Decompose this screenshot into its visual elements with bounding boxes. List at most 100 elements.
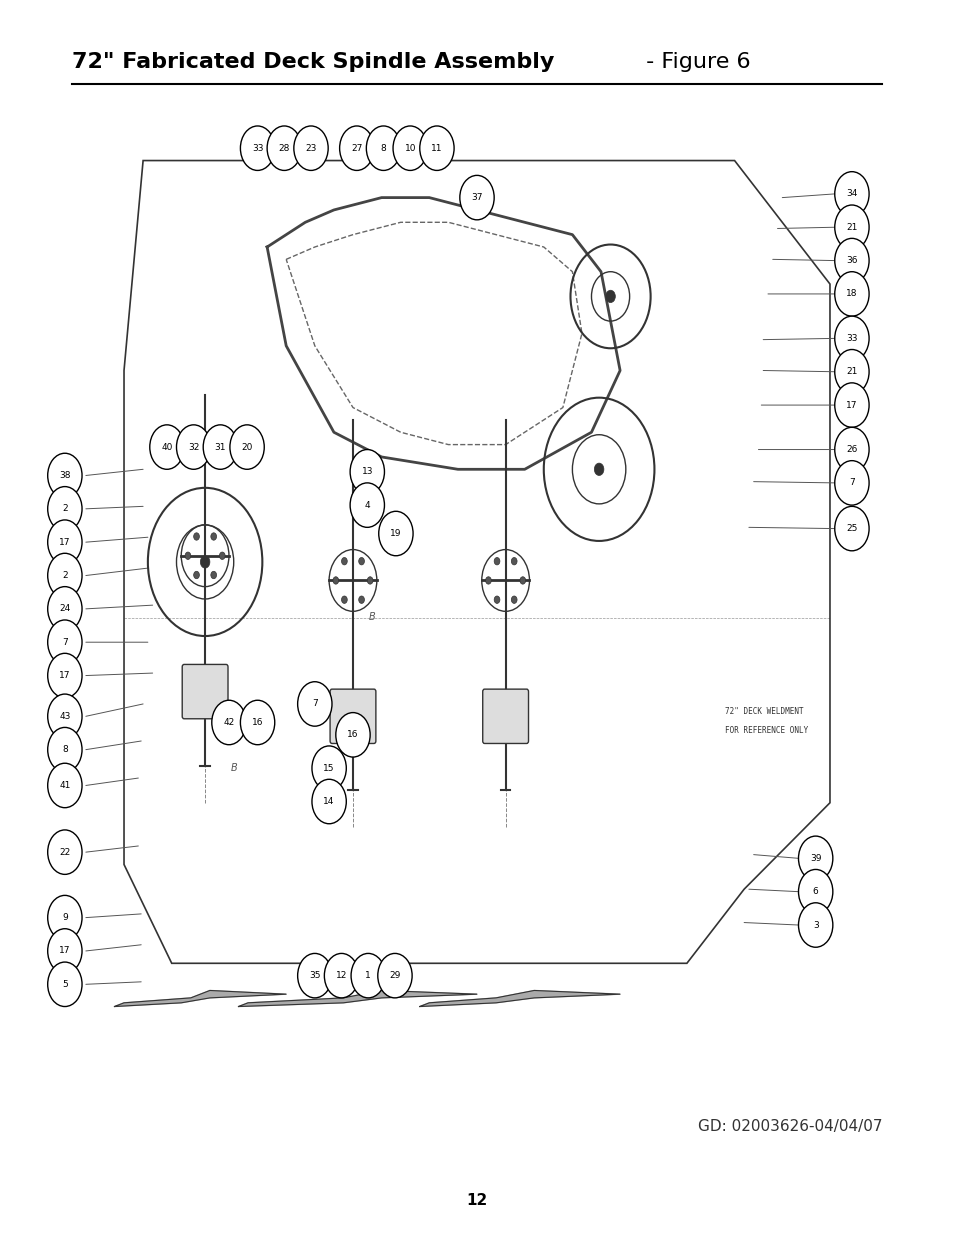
- Text: 16: 16: [347, 730, 358, 740]
- Circle shape: [48, 620, 82, 664]
- Circle shape: [834, 238, 868, 283]
- Text: 36: 36: [845, 256, 857, 266]
- Text: 8: 8: [62, 745, 68, 755]
- Text: 25: 25: [845, 524, 857, 534]
- Circle shape: [48, 587, 82, 631]
- Text: GD: 02003626-04/04/07: GD: 02003626-04/04/07: [698, 1119, 882, 1134]
- Text: 20: 20: [241, 442, 253, 452]
- Circle shape: [48, 653, 82, 698]
- Circle shape: [48, 895, 82, 940]
- Circle shape: [358, 597, 364, 604]
- Circle shape: [339, 126, 374, 170]
- Text: B: B: [230, 763, 237, 773]
- Text: 23: 23: [305, 143, 316, 153]
- Circle shape: [798, 869, 832, 914]
- Circle shape: [341, 597, 347, 604]
- Text: 72" Fabricated Deck Spindle Assembly: 72" Fabricated Deck Spindle Assembly: [71, 52, 554, 72]
- Circle shape: [605, 290, 615, 303]
- Circle shape: [378, 511, 413, 556]
- Text: 19: 19: [390, 529, 401, 538]
- Circle shape: [212, 700, 246, 745]
- Text: 7: 7: [62, 637, 68, 647]
- Circle shape: [594, 463, 603, 475]
- Polygon shape: [114, 990, 286, 1007]
- Circle shape: [350, 483, 384, 527]
- Circle shape: [312, 746, 346, 790]
- Circle shape: [48, 694, 82, 739]
- Text: 17: 17: [845, 400, 857, 410]
- Circle shape: [193, 572, 199, 579]
- Text: 32: 32: [188, 442, 199, 452]
- Text: 5: 5: [62, 979, 68, 989]
- Circle shape: [297, 682, 332, 726]
- Circle shape: [366, 126, 400, 170]
- Text: 41: 41: [59, 781, 71, 790]
- Text: 72" DECK WELDMENT: 72" DECK WELDMENT: [724, 708, 802, 716]
- Circle shape: [511, 557, 517, 564]
- Text: 33: 33: [252, 143, 263, 153]
- Text: 10: 10: [404, 143, 416, 153]
- Circle shape: [834, 427, 868, 472]
- Circle shape: [48, 727, 82, 772]
- Circle shape: [48, 962, 82, 1007]
- Circle shape: [494, 557, 499, 564]
- FancyBboxPatch shape: [482, 689, 528, 743]
- Text: 40: 40: [161, 442, 172, 452]
- Circle shape: [211, 532, 216, 540]
- Text: 27: 27: [351, 143, 362, 153]
- Text: 7: 7: [848, 478, 854, 488]
- Circle shape: [834, 205, 868, 249]
- Polygon shape: [419, 990, 619, 1007]
- FancyBboxPatch shape: [330, 689, 375, 743]
- Circle shape: [459, 175, 494, 220]
- Circle shape: [219, 552, 225, 559]
- Circle shape: [367, 577, 373, 584]
- Text: 8: 8: [380, 143, 386, 153]
- Circle shape: [324, 953, 358, 998]
- Circle shape: [419, 126, 454, 170]
- Circle shape: [312, 779, 346, 824]
- Text: 17: 17: [59, 946, 71, 956]
- Circle shape: [240, 126, 274, 170]
- Text: 16: 16: [252, 718, 263, 727]
- Text: 12: 12: [466, 1193, 487, 1208]
- Text: 17: 17: [59, 537, 71, 547]
- Text: 29: 29: [389, 971, 400, 981]
- Circle shape: [48, 520, 82, 564]
- Circle shape: [798, 903, 832, 947]
- Circle shape: [393, 126, 427, 170]
- Polygon shape: [238, 990, 476, 1007]
- Text: 18: 18: [845, 289, 857, 299]
- Circle shape: [798, 836, 832, 881]
- Circle shape: [211, 572, 216, 579]
- Text: 15: 15: [323, 763, 335, 773]
- Text: 13: 13: [361, 467, 373, 477]
- Circle shape: [494, 597, 499, 604]
- Circle shape: [519, 577, 525, 584]
- Text: 12: 12: [335, 971, 347, 981]
- Circle shape: [48, 929, 82, 973]
- Circle shape: [351, 953, 385, 998]
- Circle shape: [48, 830, 82, 874]
- Text: 9: 9: [62, 913, 68, 923]
- Circle shape: [193, 532, 199, 540]
- Circle shape: [200, 556, 210, 568]
- Circle shape: [834, 350, 868, 394]
- Circle shape: [240, 700, 274, 745]
- Circle shape: [511, 597, 517, 604]
- Text: FOR REFERENCE ONLY: FOR REFERENCE ONLY: [724, 726, 807, 735]
- Text: 33: 33: [845, 333, 857, 343]
- Text: B: B: [368, 613, 375, 622]
- Circle shape: [48, 763, 82, 808]
- Circle shape: [48, 553, 82, 598]
- Circle shape: [297, 953, 332, 998]
- Text: 14: 14: [323, 797, 335, 806]
- Circle shape: [834, 316, 868, 361]
- Text: 21: 21: [845, 222, 857, 232]
- Circle shape: [341, 557, 347, 564]
- Circle shape: [834, 461, 868, 505]
- Text: 39: 39: [809, 853, 821, 863]
- Text: 31: 31: [214, 442, 226, 452]
- Circle shape: [377, 953, 412, 998]
- Circle shape: [834, 272, 868, 316]
